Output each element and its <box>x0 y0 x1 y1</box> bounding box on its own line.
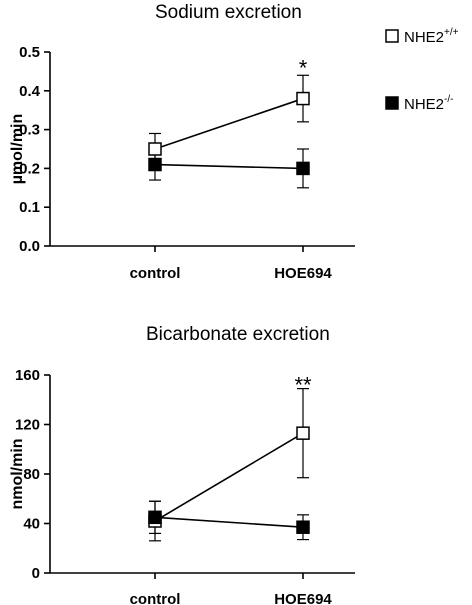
legend: NHE2+/+ NHE2-/- <box>385 27 459 113</box>
legend-wt-base: NHE2 <box>404 29 444 46</box>
legend-ko-base: NHE2 <box>404 96 444 113</box>
bicarbonate-title: Bicarbonate excretion <box>146 324 330 345</box>
sodium-x-tick-label: control <box>130 265 181 282</box>
legend-ko-sup: -/- <box>444 94 453 105</box>
sodium-ko-line <box>154 163 304 170</box>
sodium-x-tick-label: HOE694 <box>274 265 332 282</box>
sodium-ko-marker <box>148 157 162 172</box>
legend-ko-marker <box>385 96 399 110</box>
sodium-significance-marker: * <box>299 55 308 80</box>
sodium-y-tick-label: 0.3 <box>19 122 40 139</box>
bicarbonate-y-tick-label: 120 <box>15 417 40 434</box>
sodium-y-tick-label: 0.5 <box>19 44 40 61</box>
sodium-ko-marker <box>296 161 310 176</box>
bicarbonate-ko-line <box>154 516 304 529</box>
bicarbonate-x-tick-label: HOE694 <box>274 591 332 605</box>
legend-wt-sup: +/+ <box>444 27 459 38</box>
legend-wt-label: NHE2+/+ <box>404 27 459 46</box>
bicarbonate-wt-marker <box>296 426 310 440</box>
sodium-y-axis-label: µmol/min <box>9 114 26 185</box>
sodium-y-tick-label: 0.2 <box>19 160 40 177</box>
bicarbonate-ko-marker <box>148 510 162 525</box>
bicarbonate-y-tick-label: 80 <box>23 466 40 483</box>
sodium-title: Sodium excretion <box>155 2 302 23</box>
bicarbonate-y-tick-label: 0 <box>32 565 40 582</box>
bicarbonate-y-tick-label: 40 <box>23 516 40 533</box>
sodium-y-tick-label: 0.4 <box>19 83 41 100</box>
bicarbonate-y-axis-label: nmol/min <box>9 438 26 509</box>
bicarbonate-x-tick-label: control <box>130 591 181 605</box>
bicarbonate-significance-marker: ** <box>294 373 312 398</box>
sodium-y-tick-label: 0.0 <box>19 238 40 255</box>
legend-wt-marker <box>385 29 399 43</box>
sodium-panel: Sodium excretion µmol/min 0.0 0.1 0.2 0.3 0.4 0… <box>9 2 355 282</box>
bicarbonate-y-tick-label: 160 <box>15 367 40 384</box>
sodium-wt-marker <box>296 91 310 106</box>
bicarbonate-panel: Bicarbonate excretion nmol/min 0 40 80 120 160… <box>9 324 355 605</box>
sodium-wt-line <box>154 97 304 150</box>
sodium-wt-marker <box>148 142 162 156</box>
sodium-y-tick-label: 0.1 <box>19 199 40 216</box>
bicarbonate-ko-marker <box>296 520 310 534</box>
legend-ko-label: NHE2-/- <box>404 94 453 113</box>
bicarbonate-wt-line <box>154 432 304 522</box>
